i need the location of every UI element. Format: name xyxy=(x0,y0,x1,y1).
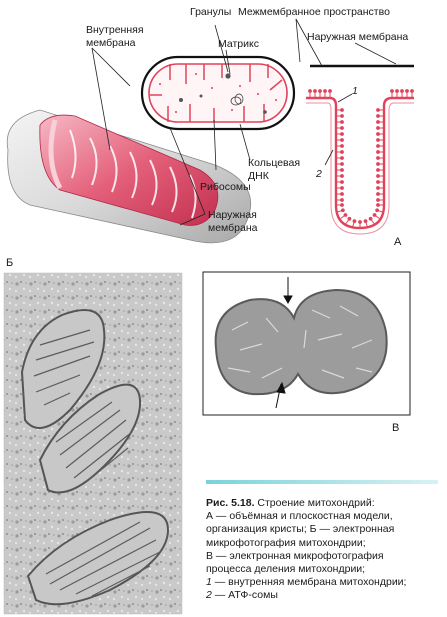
caption-item-1-text: — внутренняя мембрана митохондрии; xyxy=(211,576,407,589)
circular-dna-icon xyxy=(230,93,244,106)
atp-some-head xyxy=(328,89,332,93)
atp-some-head xyxy=(376,138,380,142)
atp-some-head xyxy=(375,208,380,213)
atp-some-head xyxy=(376,108,380,112)
label-matrix: Матрикс xyxy=(218,38,259,50)
atp-some-head xyxy=(340,114,344,118)
atp-some-head xyxy=(363,219,368,224)
mitochondrion-flat-model xyxy=(140,55,296,131)
atp-some-head xyxy=(368,216,373,221)
label-circular-dna: Кольцевая ДНК xyxy=(248,157,301,182)
atp-some-head xyxy=(376,198,380,202)
atp-some-head xyxy=(340,174,344,178)
caption-line: В — электронная микрофотография xyxy=(206,549,384,562)
atp-some-head xyxy=(376,192,380,196)
figure-caption: Рис. 5.18. Строение митохондрий: А — объ… xyxy=(206,497,444,603)
atp-some-head xyxy=(340,120,344,124)
atp-some-head xyxy=(376,174,380,178)
atp-some-head xyxy=(340,198,344,202)
atp-some-head xyxy=(376,120,380,124)
atp-some-head xyxy=(313,89,317,93)
atp-some-head xyxy=(340,186,344,190)
atp-some-head xyxy=(323,89,327,93)
atp-some-head xyxy=(340,156,344,160)
atp-some-head xyxy=(340,192,344,196)
label-outer-membrane-top: Наружная мембрана xyxy=(307,31,409,43)
panel-label-b: Б xyxy=(6,257,14,269)
division-arrows xyxy=(275,277,293,409)
atp-some-head xyxy=(318,89,322,93)
caption-line: организация кристы; Б — электронная xyxy=(206,523,395,536)
atp-some-head xyxy=(340,132,344,136)
micrograph-v xyxy=(202,271,411,416)
crista-detail xyxy=(306,64,414,235)
caption-figure-number: Рис. 5.18. xyxy=(206,497,255,509)
atp-some-head xyxy=(343,213,348,217)
caption-accent-bar xyxy=(206,480,438,484)
caption-item-2-text: — АТФ-сомы xyxy=(211,589,278,602)
label-marker-2: 2 xyxy=(316,168,322,180)
atp-some-head xyxy=(340,150,344,154)
atp-some-head xyxy=(340,138,344,142)
atp-some-head xyxy=(405,89,409,93)
caption-item-1-number: 1 xyxy=(206,576,212,589)
panel-label-v: В xyxy=(392,422,400,434)
label-intermembrane-space: Межмембранное пространство xyxy=(238,6,390,18)
label-marker-1: 1 xyxy=(352,85,358,97)
atp-some-head xyxy=(372,213,377,217)
atp-some-head xyxy=(340,203,344,207)
atp-some-head xyxy=(340,180,344,184)
caption-title: Строение митохондрий: xyxy=(254,497,375,509)
atp-some-head xyxy=(376,156,380,160)
atp-some-head xyxy=(340,168,344,172)
atp-some-head xyxy=(376,114,380,118)
atp-some-head xyxy=(376,162,380,166)
atp-some-head xyxy=(376,168,380,172)
caption-line: А — объёмная и плоскостная модели, xyxy=(206,510,393,523)
panel-label-a: А xyxy=(394,236,402,248)
leader-lines xyxy=(91,18,397,226)
atp-some-head xyxy=(347,216,352,221)
atp-some-head xyxy=(390,89,394,93)
label-ribosomes: Рибосомы xyxy=(200,181,251,193)
label-outer-membrane-bottom: Наружная мембрана xyxy=(208,209,258,234)
label-granules: Гранулы xyxy=(190,6,232,18)
atp-some-head xyxy=(340,208,345,213)
atp-some-head xyxy=(340,144,344,148)
caption-line: процесса деления митохондрии; xyxy=(206,563,366,576)
micrograph-b xyxy=(3,272,183,615)
atp-some-head xyxy=(308,89,312,93)
atp-some-head xyxy=(376,144,380,148)
atp-some-head xyxy=(340,162,344,166)
atp-some-head xyxy=(340,108,344,112)
atp-some-head xyxy=(352,219,357,224)
atp-some-head xyxy=(376,150,380,154)
atp-some-head xyxy=(376,186,380,190)
atp-some-head xyxy=(376,126,380,130)
caption-line: микрофотография митохондрии; xyxy=(206,536,366,549)
caption-item-2-number: 2 xyxy=(206,589,212,602)
atp-some-head xyxy=(410,89,414,93)
atp-some-head xyxy=(376,203,380,207)
label-inner-membrane: Внутренняя мембрана xyxy=(86,24,144,49)
atp-some-head xyxy=(358,220,362,224)
atp-some-head xyxy=(376,132,380,136)
mitochondrion-3d-model xyxy=(6,109,252,244)
atp-some-head xyxy=(340,126,344,130)
atp-some-head xyxy=(400,89,404,93)
atp-some-head xyxy=(395,89,399,93)
atp-some-head xyxy=(376,180,380,184)
